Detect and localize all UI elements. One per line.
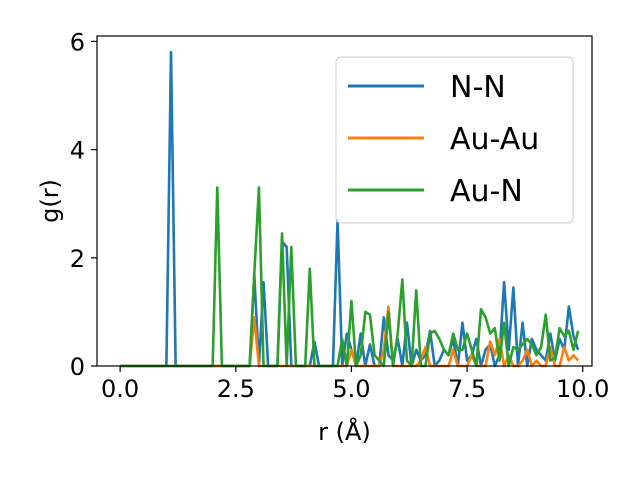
x-tick-label: 10.0 — [556, 375, 609, 403]
y-tick-label: 4 — [70, 137, 85, 165]
legend-label-au-au: Au-Au — [450, 122, 539, 157]
y-axis-ticks: 0 2 4 6 — [70, 28, 97, 381]
legend-label-n-n: N-N — [450, 70, 506, 105]
legend: N-N Au-Au Au-N — [335, 56, 574, 224]
y-tick-label: 2 — [70, 245, 85, 273]
x-axis-ticks: 0.0 2.5 5.0 7.5 10.0 — [101, 366, 609, 403]
y-tick-label: 0 — [70, 353, 85, 381]
x-tick-label: 7.5 — [448, 375, 486, 403]
y-axis-label: g(r) — [36, 179, 64, 223]
x-tick-label: 0.0 — [101, 375, 139, 403]
y-tick-label: 6 — [70, 28, 85, 56]
plot-frame — [96, 35, 593, 367]
x-tick-label: 2.5 — [217, 375, 255, 403]
x-axis-label: r (Å) — [318, 417, 371, 446]
x-tick-label: 5.0 — [332, 375, 370, 403]
legend-box — [335, 56, 574, 224]
legend-label-au-n: Au-N — [450, 174, 523, 209]
